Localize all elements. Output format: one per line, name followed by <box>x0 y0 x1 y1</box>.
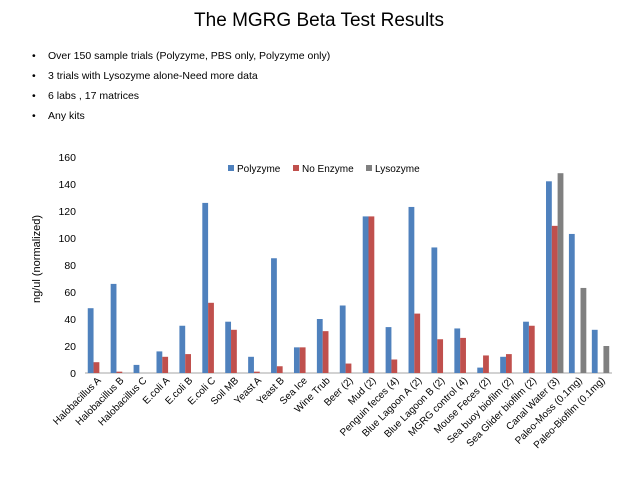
bullet-text: 3 trials with Lysozyme alone-Need more d… <box>48 70 258 82</box>
bar-polyzyme <box>591 329 598 373</box>
bar-no-enzyme <box>162 356 169 373</box>
legend-label: No Enzyme <box>302 164 354 175</box>
bar-no-enzyme <box>391 359 398 373</box>
bar-no-enzyme <box>208 302 214 373</box>
bar-polyzyme <box>568 233 575 373</box>
bar-polyzyme <box>110 283 117 373</box>
bar-polyzyme <box>362 216 369 373</box>
bullet-glyph: • <box>32 70 36 82</box>
bar-no-enzyme <box>322 331 329 373</box>
bar-no-enzyme <box>116 371 123 373</box>
bullet-text: 6 labs , 17 matrices <box>48 90 140 102</box>
bar-no-enzyme <box>299 347 306 373</box>
y-axis-title: ng/ul (normalized) <box>31 215 43 303</box>
y-tick-label: 40 <box>64 314 76 326</box>
bullet-list: • Over 150 sample trials (Polyzyme, PBS o… <box>32 46 330 126</box>
bar-polyzyme <box>316 319 323 373</box>
bar-no-enzyme <box>368 216 375 373</box>
bar-no-enzyme <box>483 355 489 373</box>
bar-polyzyme <box>133 364 140 373</box>
bar-no-enzyme <box>460 337 466 373</box>
bar-polyzyme <box>454 328 461 373</box>
bar-polyzyme <box>523 321 529 373</box>
legend-label: Polyzyme <box>237 164 281 175</box>
bar-no-enzyme <box>276 366 283 373</box>
bar-polyzyme <box>339 305 346 373</box>
bar-polyzyme <box>156 351 163 373</box>
bar-no-enzyme <box>185 354 191 373</box>
bullet-glyph: • <box>32 90 36 102</box>
bar-lysozyme <box>580 287 587 373</box>
bar-no-enzyme <box>345 363 352 373</box>
bullet-item: • Any kits <box>32 106 330 126</box>
y-tick-label: 80 <box>64 260 76 272</box>
y-tick-label: 160 <box>58 152 76 164</box>
bullet-item: • Over 150 sample trials (Polyzyme, PBS o… <box>32 46 330 66</box>
bullet-text: Over 150 sample trials (Polyzyme, PBS on… <box>48 50 331 62</box>
legend-swatch <box>293 165 299 171</box>
bar-no-enzyme <box>505 354 512 373</box>
y-tick-label: 20 <box>64 341 76 353</box>
bullet-item: • 3 trials with Lysozyme alone-Need more … <box>32 66 330 86</box>
y-tick-label: 0 <box>70 368 76 380</box>
y-tick-label: 60 <box>64 287 76 299</box>
slide-title: The MGRG Beta Test Results <box>194 10 444 31</box>
bar-no-enzyme <box>93 362 100 373</box>
legend-swatch <box>228 165 234 171</box>
legend-label: Lysozyme <box>375 164 420 175</box>
bar-polyzyme <box>500 356 506 373</box>
bar-polyzyme <box>87 308 94 373</box>
bar-polyzyme <box>477 367 484 373</box>
bar-polyzyme <box>408 206 415 373</box>
bar-lysozyme <box>557 173 564 373</box>
bar-polyzyme <box>431 247 438 373</box>
bar-no-enzyme <box>551 225 558 373</box>
bar-polyzyme <box>546 181 552 373</box>
bar-no-enzyme <box>437 339 444 373</box>
bar-polyzyme <box>248 356 254 373</box>
bullet-glyph: • <box>32 50 36 62</box>
bar-no-enzyme <box>231 329 237 373</box>
bullet-glyph: • <box>32 110 36 122</box>
bar-no-enzyme <box>528 325 535 373</box>
bar-polyzyme <box>385 327 392 373</box>
bar-polyzyme <box>293 347 300 373</box>
legend-swatch <box>366 165 372 171</box>
bar-no-enzyme <box>414 313 421 373</box>
bar-polyzyme <box>202 202 209 373</box>
bar-no-enzyme <box>253 371 260 373</box>
bullet-text: Any kits <box>48 110 85 122</box>
bar-polyzyme <box>179 325 186 373</box>
y-tick-label: 120 <box>58 206 76 218</box>
bar-polyzyme <box>271 258 277 373</box>
y-tick-label: 100 <box>58 233 76 245</box>
y-tick-label: 140 <box>58 179 76 191</box>
bar-lysozyme <box>603 346 610 373</box>
bar-polyzyme <box>225 321 232 373</box>
bullet-item: • 6 labs , 17 matrices <box>32 86 330 106</box>
